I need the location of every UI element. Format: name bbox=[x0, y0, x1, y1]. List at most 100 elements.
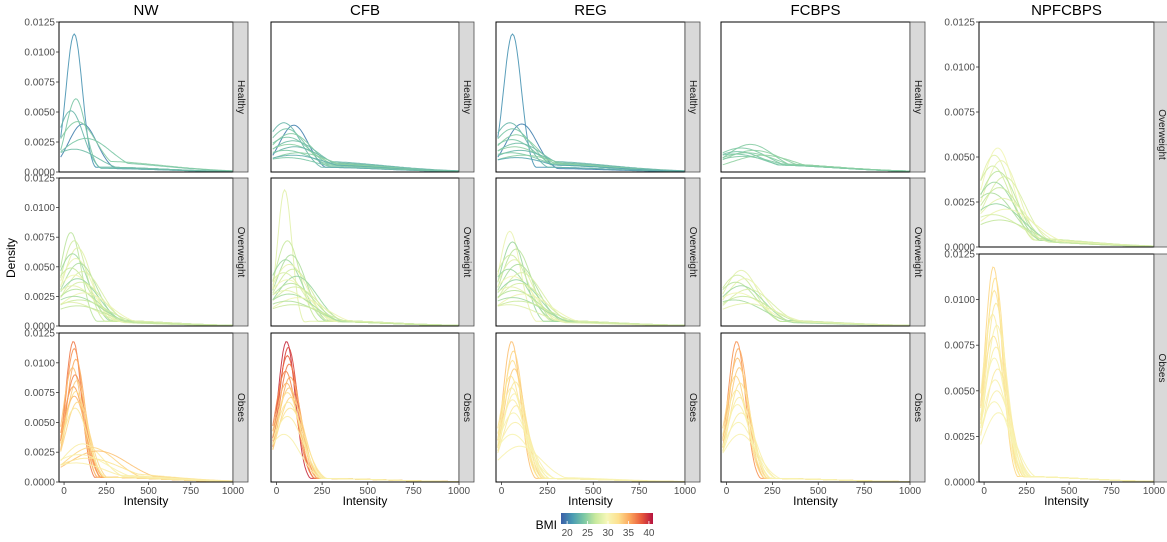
x-tick-label: 1000 bbox=[674, 486, 697, 497]
density-curve bbox=[60, 305, 233, 327]
panel-reg-obses: Obses 0 250 500 750 1000 Intensity bbox=[495, 332, 701, 508]
y-tick-label: 0.0050 bbox=[944, 386, 975, 397]
y-tick-label: 0.0025 bbox=[944, 432, 975, 443]
x-tick-label: 250 bbox=[314, 486, 331, 497]
density-curve bbox=[60, 148, 233, 172]
density-curve bbox=[722, 433, 910, 483]
x-axis-label: Intensity bbox=[1044, 494, 1089, 508]
density-curve bbox=[272, 304, 459, 326]
facet-strip-label: Overweight bbox=[912, 227, 923, 278]
facet-strip-label: Healthy bbox=[235, 80, 246, 114]
density-curve bbox=[980, 219, 1154, 247]
y-tick-label: 0.0000 bbox=[24, 168, 55, 179]
x-tick-label: 500 bbox=[585, 486, 602, 497]
facet-strip-label: Overweight bbox=[461, 227, 472, 278]
panel-npfcbps-obses: Obses 0.0000 0.0025 0.0050 0.0075 0.0100 0.012… bbox=[944, 250, 1167, 508]
column-title-nw: NW bbox=[134, 2, 160, 19]
facet-strip bbox=[909, 177, 926, 327]
y-tick-label: 0.0025 bbox=[944, 198, 975, 209]
panel-background bbox=[721, 178, 910, 326]
panel-background bbox=[721, 22, 910, 172]
density-curve bbox=[60, 462, 233, 482]
panel-cfb-healthy: Healthy bbox=[270, 21, 475, 173]
panel-nw-obses: Obses 0.0000 0.0025 0.0050 0.0075 0.0100 0.012… bbox=[24, 329, 249, 508]
colorbar-tick-label: 20 bbox=[562, 528, 574, 539]
facet-strip bbox=[232, 332, 249, 483]
colorbar-tick-label: 30 bbox=[602, 528, 614, 539]
density-curve bbox=[497, 304, 685, 327]
y-tick-label: 0.0125 bbox=[944, 18, 975, 29]
y-tick-label: 0.0000 bbox=[24, 322, 55, 333]
facet-strip bbox=[458, 332, 475, 483]
y-tick-label: 0.0100 bbox=[24, 358, 55, 369]
panel-background bbox=[979, 22, 1154, 247]
facet-strip-label: Overweight bbox=[1156, 109, 1167, 160]
y-tick-label: 0.0025 bbox=[24, 138, 55, 149]
facet-strip-label: Healthy bbox=[687, 80, 698, 114]
density-curve bbox=[722, 155, 910, 172]
panel-npfcbps-overweight: Overweight 0.0000 0.0025 0.0050 0.0075 0.0100… bbox=[944, 18, 1167, 254]
y-tick-label: 0.0075 bbox=[24, 388, 55, 399]
facet-strip bbox=[458, 177, 475, 327]
panel-cfb-overweight: Overweight bbox=[270, 177, 475, 327]
panel-background bbox=[271, 178, 459, 326]
facet-panels: NW CFB REG FCBPS NPFCBPS Healthy 0.0000 0.0025 0… bbox=[24, 2, 1167, 508]
facet-strip-label: Obses bbox=[461, 393, 472, 422]
x-tick-label: 1000 bbox=[1143, 486, 1166, 497]
x-tick-label: 0 bbox=[981, 486, 987, 497]
y-tick-label: 0.0100 bbox=[944, 295, 975, 306]
x-tick-label: 500 bbox=[359, 486, 376, 497]
facet-strip bbox=[1153, 253, 1167, 483]
facet-strip bbox=[232, 177, 249, 327]
x-tick-label: 250 bbox=[539, 486, 556, 497]
y-tick-label: 0.0075 bbox=[944, 341, 975, 352]
facet-strip-label: Obses bbox=[1156, 354, 1167, 383]
panel-background bbox=[496, 22, 685, 172]
facet-strip bbox=[909, 332, 926, 483]
facet-strip-label: Obses bbox=[687, 393, 698, 422]
density-curve bbox=[60, 137, 233, 172]
y-tick-label: 0.0075 bbox=[944, 108, 975, 119]
facet-strip bbox=[684, 332, 701, 483]
y-tick-label: 0.0075 bbox=[24, 233, 55, 244]
panel-fcbps-healthy: Healthy bbox=[720, 21, 926, 173]
facet-strip bbox=[232, 21, 249, 173]
x-tick-label: 0 bbox=[61, 486, 67, 497]
x-tick-label: 750 bbox=[182, 486, 199, 497]
bmi-colorbar bbox=[561, 513, 653, 524]
facet-strip bbox=[458, 21, 475, 173]
y-tick-label: 0.0125 bbox=[944, 250, 975, 261]
y-tick-label: 0.0125 bbox=[24, 18, 55, 29]
x-tick-label: 250 bbox=[764, 486, 781, 497]
panel-reg-overweight: Overweight bbox=[495, 177, 701, 327]
density-curve bbox=[272, 146, 459, 172]
density-curve bbox=[497, 445, 685, 482]
facet-strip-label: Obses bbox=[235, 393, 246, 422]
facet-strip-label: Overweight bbox=[687, 227, 698, 278]
column-title-cfb: CFB bbox=[350, 2, 380, 19]
colorbar-tick-label: 25 bbox=[582, 528, 594, 539]
x-tick-label: 750 bbox=[1103, 486, 1120, 497]
x-tick-label: 250 bbox=[98, 486, 115, 497]
x-tick-label: 1000 bbox=[448, 486, 471, 497]
x-tick-label: 500 bbox=[140, 486, 157, 497]
column-title-npfcbps: NPFCBPS bbox=[1031, 2, 1102, 19]
y-tick-label: 0.0075 bbox=[24, 78, 55, 89]
y-tick-label: 0.0050 bbox=[24, 108, 55, 119]
facet-strip-label: Overweight bbox=[235, 227, 246, 278]
x-axis-label: Intensity bbox=[343, 494, 388, 508]
panel-fcbps-overweight: Overweight bbox=[720, 177, 926, 327]
x-tick-label: 1000 bbox=[222, 486, 245, 497]
y-tick-label: 0.0100 bbox=[24, 203, 55, 214]
y-tick-label: 0.0000 bbox=[944, 478, 975, 489]
y-tick-label: 0.0125 bbox=[24, 174, 55, 185]
y-tick-label: 0.0050 bbox=[24, 418, 55, 429]
y-tick-label: 0.0100 bbox=[944, 63, 975, 74]
facet-strip bbox=[909, 21, 926, 173]
panel-background bbox=[496, 178, 685, 326]
y-tick-label: 0.0050 bbox=[24, 262, 55, 273]
panel-nw-healthy: Healthy 0.0000 0.0025 0.0050 0.0075 0.0100 0.0… bbox=[24, 18, 249, 179]
x-tick-label: 0 bbox=[499, 486, 505, 497]
facet-strip-label: Healthy bbox=[912, 80, 923, 114]
